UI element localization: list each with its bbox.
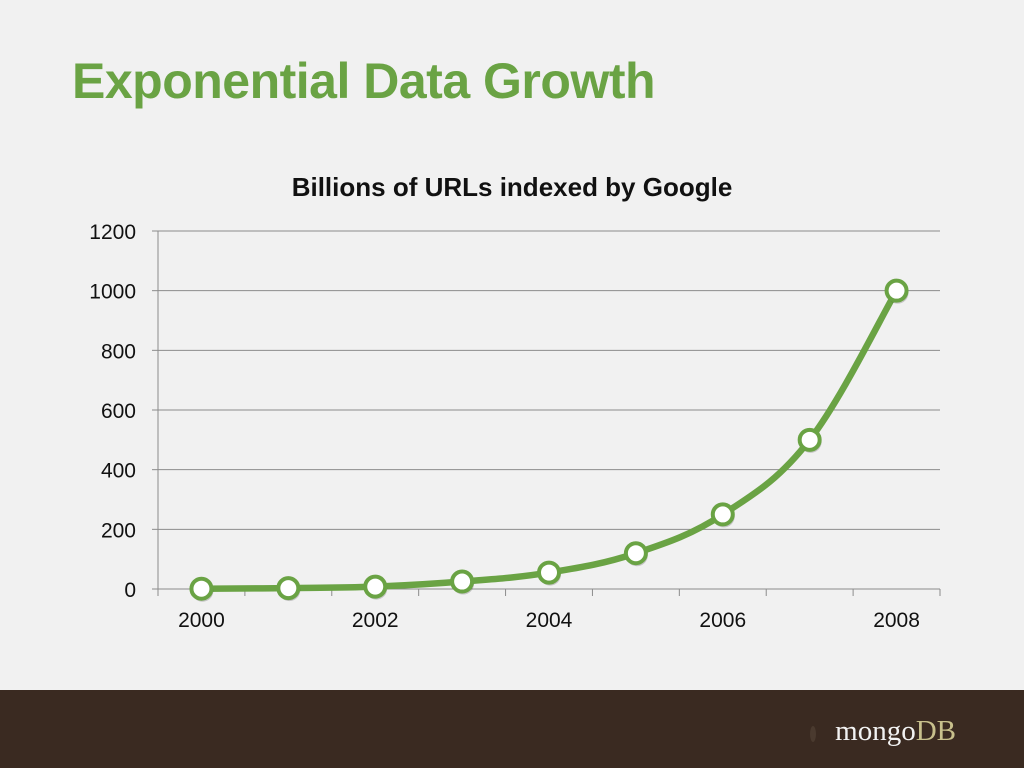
y-tick-label: 0 [124, 579, 136, 602]
y-tick-label: 200 [101, 519, 136, 542]
data-point [189, 576, 214, 601]
x-tick-label: 2008 [873, 609, 920, 632]
y-tick-label: 1200 [89, 221, 136, 244]
data-point [623, 541, 648, 566]
chart-title: Billions of URLs indexed by Google [291, 172, 733, 202]
logo-text-mongo: mongo [835, 715, 916, 747]
y-tick-label: 800 [101, 340, 136, 363]
slide-title: Exponential Data Growth [72, 53, 656, 109]
mongodb-leaf-icon [810, 726, 816, 742]
mongodb-logo: mongoDB [835, 715, 956, 748]
y-tick-label: 1000 [89, 281, 136, 304]
data-point [797, 427, 822, 452]
data-point [276, 576, 301, 601]
data-point [884, 278, 909, 303]
x-tick-label: 2006 [699, 609, 746, 632]
x-tick-label: 2000 [178, 609, 225, 632]
x-tick-label: 2004 [526, 609, 573, 632]
data-point [363, 574, 388, 599]
data-point [450, 569, 475, 594]
x-tick-label: 2002 [352, 609, 399, 632]
y-tick-label: 400 [101, 460, 136, 483]
line-chart: 0 200 400 600 800 1000 1200 2000 2002 2004 2006 200… [89, 221, 941, 632]
series-line [198, 287, 900, 592]
y-tick-label: 600 [101, 400, 136, 423]
data-point [710, 502, 735, 527]
footer-bar: mongoDB [0, 690, 1024, 768]
data-point [537, 560, 561, 585]
logo-text-db: DB [915, 715, 956, 747]
